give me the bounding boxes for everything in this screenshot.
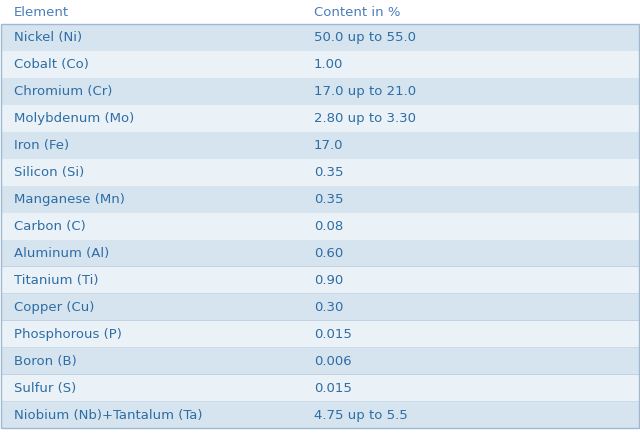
Bar	[1, 374, 639, 401]
Bar	[1, 24, 639, 26]
Text: Manganese (Mn): Manganese (Mn)	[14, 193, 125, 206]
Bar	[1, 401, 639, 428]
Bar	[1, 213, 639, 240]
Text: 0.90: 0.90	[314, 274, 343, 287]
Text: Boron (B): Boron (B)	[14, 354, 77, 368]
Bar	[1, 24, 639, 51]
Text: Chromium (Cr): Chromium (Cr)	[14, 85, 113, 98]
Text: 0.015: 0.015	[314, 381, 351, 395]
Bar	[1, 321, 639, 348]
Text: 0.08: 0.08	[314, 220, 343, 233]
Text: 17.0 up to 21.0: 17.0 up to 21.0	[314, 85, 416, 98]
Bar	[1, 159, 639, 186]
Text: 4.75 up to 5.5: 4.75 up to 5.5	[314, 408, 408, 422]
Text: Sulfur (S): Sulfur (S)	[14, 381, 76, 395]
Text: 0.30: 0.30	[314, 301, 343, 314]
Text: 0.006: 0.006	[314, 354, 351, 368]
Text: 0.60: 0.60	[314, 247, 343, 260]
Bar	[1, 294, 639, 321]
Bar	[1, 1, 639, 24]
Text: 50.0 up to 55.0: 50.0 up to 55.0	[314, 31, 415, 44]
Text: 17.0: 17.0	[314, 139, 343, 152]
Text: Content in %: Content in %	[314, 6, 400, 19]
Bar	[1, 51, 639, 78]
Text: 1.00: 1.00	[314, 58, 343, 71]
Bar	[1, 132, 639, 159]
Text: Cobalt (Co): Cobalt (Co)	[14, 58, 89, 71]
Bar	[1, 105, 639, 132]
Bar	[1, 240, 639, 267]
Text: Titanium (Ti): Titanium (Ti)	[14, 274, 99, 287]
Text: Molybdenum (Mo): Molybdenum (Mo)	[14, 112, 134, 125]
Text: Nickel (Ni): Nickel (Ni)	[14, 31, 83, 44]
Bar	[1, 348, 639, 374]
Text: Silicon (Si): Silicon (Si)	[14, 166, 84, 179]
Text: Copper (Cu): Copper (Cu)	[14, 301, 95, 314]
Bar	[1, 78, 639, 105]
Text: 0.015: 0.015	[314, 328, 351, 341]
Text: Aluminum (Al): Aluminum (Al)	[14, 247, 109, 260]
Bar	[1, 186, 639, 213]
Bar	[1, 267, 639, 294]
Text: Niobium (Nb)+Tantalum (Ta): Niobium (Nb)+Tantalum (Ta)	[14, 408, 203, 422]
Text: Phosphorous (P): Phosphorous (P)	[14, 328, 122, 341]
Text: Element: Element	[14, 6, 69, 19]
Text: Carbon (C): Carbon (C)	[14, 220, 86, 233]
Text: Iron (Fe): Iron (Fe)	[14, 139, 69, 152]
Text: 2.80 up to 3.30: 2.80 up to 3.30	[314, 112, 415, 125]
Text: 0.35: 0.35	[314, 193, 343, 206]
Text: 0.35: 0.35	[314, 166, 343, 179]
